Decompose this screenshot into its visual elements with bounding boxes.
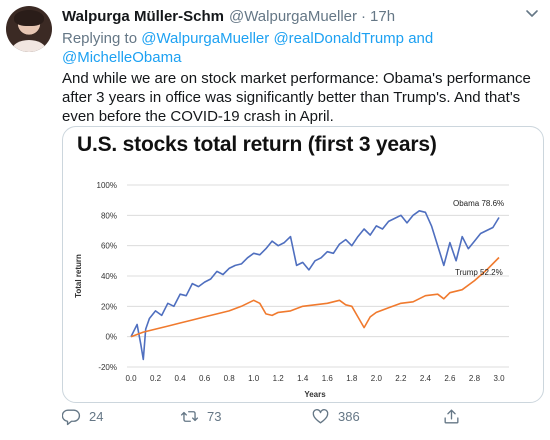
x-tick-label: 2.4	[420, 374, 432, 383]
x-tick-label: 2.2	[395, 374, 407, 383]
avatar-hair	[14, 10, 44, 26]
reply-and: and	[408, 30, 434, 47]
series-label-trump: Trump 52.2%	[455, 268, 503, 277]
avatar[interactable]	[6, 6, 52, 52]
tweet-text: And while we are on stock market perform…	[62, 70, 531, 125]
series-label-obama: Obama 78.6%	[453, 199, 504, 208]
x-tick-label: 3.0	[493, 374, 505, 383]
x-axis-label: Years	[304, 390, 326, 399]
tweet-header: Walpurga Müller-Schm @WalpurgaMueller · …	[62, 6, 532, 26]
chart-title: U.S. stocks total return (first 3 years)	[77, 133, 437, 156]
reply-count: 24	[89, 408, 104, 424]
y-tick-label: -20%	[98, 363, 117, 372]
series-line-trump	[130, 256, 500, 338]
x-tick-label: 0.2	[150, 374, 162, 383]
x-tick-label: 1.2	[273, 374, 285, 383]
y-axis-label: Total return	[74, 254, 83, 298]
x-tick-label: 1.8	[346, 374, 358, 383]
x-tick-label: 0.0	[125, 374, 137, 383]
tweet-actions: 24 73 386	[62, 405, 532, 427]
share-icon	[444, 408, 459, 424]
chart-svg: -20% 0% 20% 40% 60% 80% 100% 0.0 0.2 0.4 0.6 0.8 1.0…	[74, 181, 509, 399]
mention-link[interactable]: @WalpurgaMueller	[141, 30, 270, 47]
y-tick-label: 20%	[101, 302, 117, 311]
x-tick-label: 2.6	[444, 374, 456, 383]
mention-link[interactable]: @MichelleObama	[62, 49, 182, 66]
x-tick-label: 0.4	[175, 374, 187, 383]
share-button[interactable]	[442, 407, 461, 426]
replying-to: Replying to @WalpurgaMueller @realDonald…	[62, 29, 532, 67]
heart-icon	[312, 408, 329, 424]
retweet-icon	[180, 410, 199, 422]
tweet-media-chart[interactable]: U.S. stocks total return (first 3 years)…	[62, 126, 544, 403]
retweet-count: 73	[207, 408, 222, 424]
x-tick-label: 0.8	[224, 374, 236, 383]
tweet-time[interactable]: 17h	[370, 7, 396, 25]
mention-link[interactable]: @realDonaldTrump	[273, 30, 405, 47]
avatar-shoulder	[12, 40, 46, 52]
reply-icon	[62, 408, 81, 425]
x-tick-label: 2.0	[371, 374, 383, 383]
retweet-button[interactable]: 73	[180, 407, 221, 426]
separator: ·	[361, 7, 367, 25]
like-count: 386	[338, 408, 360, 424]
author-handle[interactable]: @WalpurgaMueller	[228, 7, 358, 25]
y-tick-label: 40%	[101, 272, 117, 281]
chevron-down-icon[interactable]	[520, 6, 544, 26]
x-tick-label: 1.0	[248, 374, 260, 383]
x-tick-label: 1.6	[322, 374, 334, 383]
replying-prefix: Replying to	[62, 30, 138, 47]
y-tick-label: 60%	[101, 242, 117, 251]
author-name[interactable]: Walpurga Müller-Schm	[62, 7, 224, 25]
y-tick-label: 100%	[97, 181, 117, 190]
series-line-obama	[130, 210, 500, 361]
y-tick-label: 0%	[105, 333, 117, 342]
y-tick-label: 80%	[101, 211, 117, 220]
like-button[interactable]: 386	[311, 407, 360, 426]
x-tick-label: 0.6	[199, 374, 211, 383]
x-tick-label: 2.8	[469, 374, 481, 383]
reply-button[interactable]: 24	[62, 407, 103, 426]
x-tick-label: 1.4	[297, 374, 309, 383]
